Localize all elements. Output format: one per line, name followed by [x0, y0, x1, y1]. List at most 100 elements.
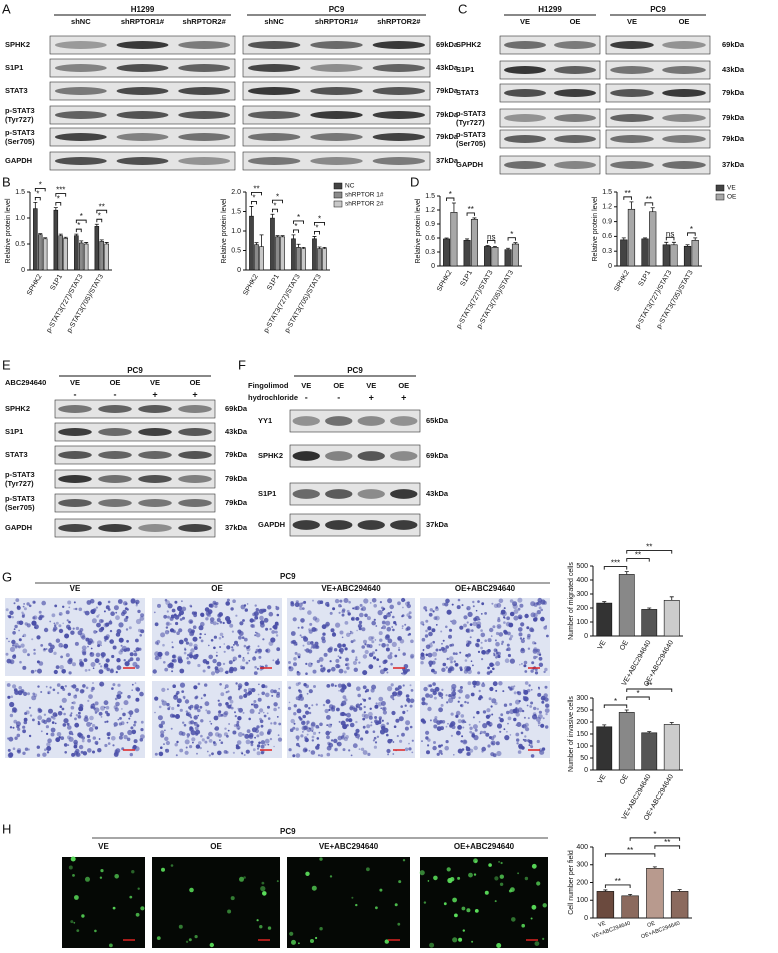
cell — [498, 681, 503, 686]
cell — [465, 654, 468, 657]
cell — [17, 748, 22, 753]
cell — [231, 648, 235, 652]
cell — [440, 703, 444, 707]
cell — [453, 754, 455, 756]
cell — [119, 717, 122, 720]
cell — [100, 652, 105, 657]
cell — [341, 711, 346, 717]
cell — [171, 706, 175, 711]
cell — [131, 683, 134, 686]
cell — [16, 620, 21, 625]
cell — [193, 722, 196, 724]
cell — [421, 697, 426, 702]
bar — [104, 243, 109, 271]
cell — [295, 727, 299, 731]
cell — [194, 706, 198, 711]
cell — [457, 725, 462, 730]
cell — [369, 707, 372, 710]
lane-label: VE — [366, 381, 376, 390]
cell — [364, 613, 368, 618]
cell — [204, 607, 210, 612]
cell — [225, 691, 228, 694]
cell — [445, 645, 450, 649]
cell — [170, 614, 175, 619]
cell — [189, 887, 194, 893]
cell — [72, 662, 76, 667]
cell — [220, 692, 225, 697]
significance-bracket — [293, 229, 299, 233]
cell — [322, 632, 326, 636]
significance-bracket — [626, 688, 673, 692]
cell — [23, 720, 28, 725]
cell — [458, 696, 461, 699]
blot-band — [325, 451, 353, 461]
cell — [178, 612, 181, 615]
error-bar — [280, 235, 285, 237]
blot-band — [554, 41, 596, 49]
cell — [303, 636, 309, 642]
cell — [398, 880, 402, 884]
row-label: p-STAT3 — [5, 128, 35, 137]
cell — [319, 927, 323, 931]
cell — [334, 748, 337, 751]
cell — [432, 640, 436, 644]
cell — [334, 598, 340, 604]
cell — [53, 651, 57, 655]
cell — [394, 654, 398, 658]
cell — [496, 624, 502, 629]
error-bar — [79, 240, 84, 243]
cell — [343, 670, 347, 674]
cell — [66, 619, 69, 622]
treatment-label: ABC294640 — [5, 378, 46, 387]
cell — [395, 718, 400, 723]
cell — [32, 692, 35, 696]
blot-band — [247, 87, 301, 95]
cell — [301, 607, 305, 610]
significance-bracket — [654, 845, 681, 849]
cell — [455, 663, 458, 666]
cell — [425, 629, 428, 633]
cell — [466, 752, 470, 756]
cell — [81, 649, 87, 655]
cell — [457, 700, 460, 703]
cell — [262, 638, 265, 641]
cell — [108, 731, 111, 734]
cell — [118, 622, 124, 628]
cell — [73, 601, 76, 604]
cell — [300, 618, 305, 623]
error-bar — [664, 241, 669, 245]
cell — [254, 604, 257, 607]
blot-band — [178, 111, 231, 119]
cell — [91, 724, 96, 728]
cell — [390, 662, 393, 666]
cell — [186, 733, 191, 737]
cell — [397, 689, 400, 691]
cell — [173, 630, 177, 634]
cell — [264, 743, 267, 746]
cell — [55, 621, 59, 625]
cell — [295, 682, 300, 687]
cell — [478, 721, 481, 723]
cell — [272, 659, 275, 662]
cell — [259, 620, 265, 625]
error-bar — [669, 722, 674, 725]
cell — [200, 697, 203, 700]
cell — [438, 648, 442, 652]
cell — [253, 656, 256, 658]
cell — [164, 667, 169, 672]
cell — [73, 694, 78, 699]
cell — [441, 642, 443, 645]
cell — [422, 649, 425, 651]
cell — [166, 610, 169, 613]
cell — [176, 740, 179, 744]
cell — [385, 620, 391, 626]
cell — [139, 691, 144, 697]
y-tick-label: 2.0 — [231, 189, 241, 196]
row-label: SPHK2 — [5, 40, 30, 49]
error-bar — [301, 246, 306, 249]
cell — [527, 647, 531, 650]
cell — [440, 726, 444, 731]
cell — [62, 622, 64, 625]
error-bar — [513, 242, 518, 245]
significance-label: ns — [487, 233, 495, 242]
